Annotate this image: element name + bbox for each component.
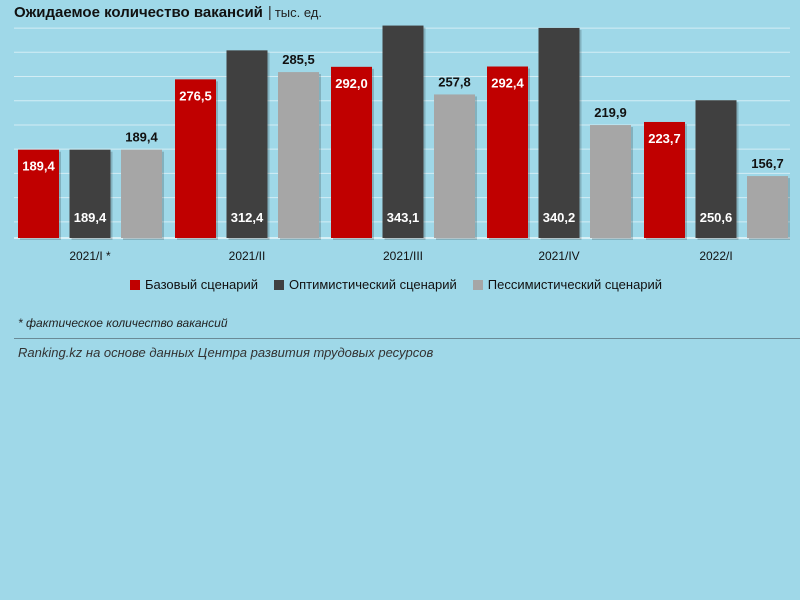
x-tick-label: 2021/III: [383, 249, 423, 263]
x-tick-label: 2022/I: [699, 249, 732, 263]
bar-chart: 189,4 189,4 189,4 2021/I * 276,5 312,4 285,5 20…: [14, 25, 790, 263]
data-label-optimistic: 250,6: [700, 210, 733, 225]
source-note: Ranking.kz на основе данных Центра разви…: [18, 345, 434, 360]
bar-base: [331, 66, 372, 239]
bar-base: [18, 149, 59, 238]
bar-optimistic: [69, 149, 111, 238]
data-label-base: 276,5: [179, 88, 212, 103]
data-label-pessimistic: 285,5: [282, 52, 315, 67]
bar-pessimistic: [747, 176, 788, 238]
footnote: * фактическое количество вакансий: [18, 316, 228, 330]
data-label-base: 223,7: [648, 131, 681, 146]
legend: Базовый сценарий Оптимистический сценари…: [130, 277, 662, 292]
bar-pessimistic: [590, 125, 631, 238]
legend-swatch-optimistic: [273, 279, 284, 290]
title-separator: |: [267, 4, 272, 21]
bar-optimistic: [382, 25, 424, 239]
legend-label-base: Базовый сценарий: [145, 277, 258, 292]
data-label-pessimistic: 156,7: [751, 156, 784, 171]
legend-label-pessimistic: Пессимистический сценарий: [487, 277, 663, 292]
x-tick-label: 2021/I *: [69, 249, 111, 263]
data-label-optimistic: 312,4: [231, 210, 264, 225]
bar-base: [644, 121, 685, 238]
data-label-pessimistic: 189,4: [125, 130, 158, 145]
x-tick-label: 2021/IV: [538, 249, 579, 263]
data-label-base: 292,0: [335, 76, 368, 91]
legend-swatch-base: [130, 279, 140, 290]
legend-item-base: Базовый сценарий: [130, 277, 258, 292]
bar-pessimistic: [121, 149, 162, 238]
bar-base: [487, 66, 528, 238]
data-label-pessimistic: 219,9: [594, 105, 627, 120]
bar-pessimistic: [434, 94, 475, 238]
legend-item-optimistic: Оптимистический сценарий: [273, 277, 457, 292]
data-label-pessimistic: 257,8: [438, 74, 471, 89]
bar-pessimistic: [278, 72, 319, 238]
legend-item-pessimistic: Пессимистический сценарий: [472, 277, 663, 292]
data-label-base: 292,4: [491, 76, 524, 91]
x-tick-label: 2021/II: [229, 249, 266, 263]
title-text: Ожидаемое количество вакансий: [14, 4, 263, 21]
data-label-base: 189,4: [22, 159, 55, 174]
chart-title: Ожидаемое количество вакансий | тыс. ед.: [14, 4, 322, 21]
divider: [14, 338, 800, 339]
data-label-optimistic: 343,1: [387, 210, 420, 225]
legend-label-optimistic: Оптимистический сценарий: [288, 277, 457, 292]
data-label-optimistic: 340,2: [543, 210, 576, 225]
bar-base: [175, 79, 216, 238]
bar-optimistic: [226, 50, 268, 238]
data-label-optimistic: 189,4: [74, 210, 107, 225]
title-unit: тыс. ед.: [274, 5, 322, 20]
legend-swatch-pessimistic: [472, 279, 483, 290]
bar-optimistic: [695, 100, 737, 239]
bar-optimistic: [538, 27, 580, 238]
